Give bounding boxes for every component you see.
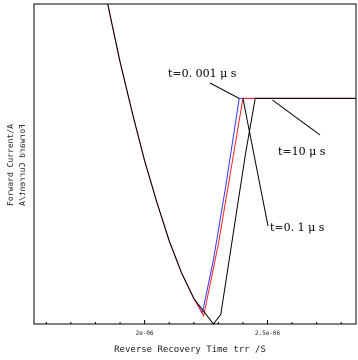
annotation-leader-line [242,98,269,227]
x-tick-label: 2.5e-06 [255,330,281,337]
annotation-label: t=10 μ s [278,145,326,158]
series-line-1 [107,3,356,318]
series-layer [107,3,356,325]
annotation-leader-line [209,82,240,99]
ticks-layer: 2e-06 2.5e-06 [45,320,342,337]
annotation-leader-line [272,99,321,136]
annotation-layer: t=0. 001 μ s t=10 μ s t=0. 1 μ s [168,67,326,234]
series-line-0 [107,3,356,315]
x-axis-label: Reverse Recovery Time trr /S [114,345,266,355]
annotation-label: t=0. 001 μ s [168,67,237,80]
x-tick-label: 2e-06 [136,330,154,337]
y-axis-label: Forward Current/A [6,124,15,206]
annotation-label: t=0. 1 μ s [270,221,325,234]
y-axis-label-mirrored: Forward Current/A [18,124,27,206]
plot-frame [33,3,357,325]
series-line-2 [107,3,356,325]
